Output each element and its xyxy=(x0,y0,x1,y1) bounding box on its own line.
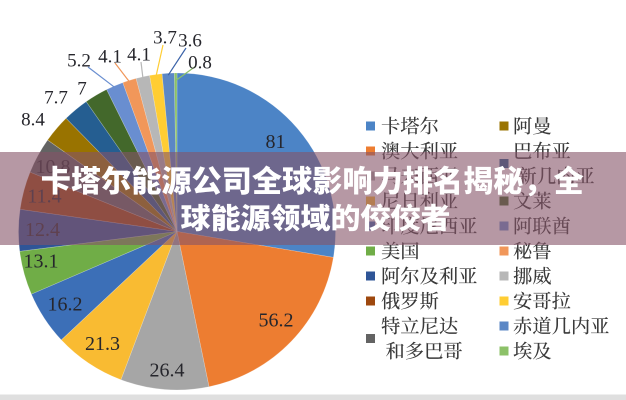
svg-text:4.1: 4.1 xyxy=(98,46,122,67)
svg-text:56.2: 56.2 xyxy=(259,310,294,332)
svg-text:26.4: 26.4 xyxy=(150,360,185,382)
svg-text:7.7: 7.7 xyxy=(44,87,68,108)
svg-text:5.2: 5.2 xyxy=(67,50,91,71)
svg-text:8.4: 8.4 xyxy=(21,109,45,130)
svg-text:3.6: 3.6 xyxy=(178,30,202,51)
svg-text:0.8: 0.8 xyxy=(188,52,212,73)
svg-text:16.2: 16.2 xyxy=(48,294,83,316)
svg-text:7: 7 xyxy=(77,78,87,99)
svg-text:13.1: 13.1 xyxy=(24,251,59,273)
svg-text:4.1: 4.1 xyxy=(127,44,151,65)
svg-text:3.7: 3.7 xyxy=(153,27,177,48)
svg-text:21.3: 21.3 xyxy=(85,333,120,355)
svg-text:81: 81 xyxy=(266,131,286,153)
